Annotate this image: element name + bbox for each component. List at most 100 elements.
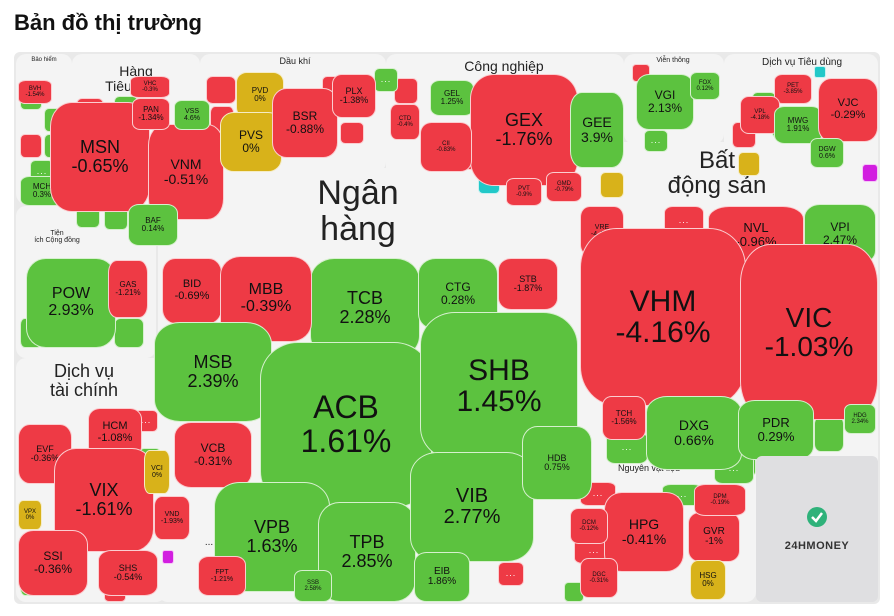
stock-tile-pow[interactable]: POW 2.93% <box>26 258 116 348</box>
ticker-label: HDG <box>853 412 867 419</box>
stock-tile-dxg[interactable]: DXG 0.66% <box>646 396 742 470</box>
change-percent: -1.08% <box>97 432 133 444</box>
stock-tile-hpg[interactable]: HPG -0.41% <box>604 492 684 572</box>
stock-tile-eib[interactable]: EIB 1.86% <box>414 552 470 602</box>
stock-tile-mbb[interactable]: MBB -0.39% <box>220 256 312 342</box>
stock-tile-vss[interactable]: VSS 4.6% <box>174 100 210 130</box>
stock-tile-mwg[interactable]: MWG 1.91% <box>774 106 822 144</box>
stock-tile-plx[interactable]: PLX -1.38% <box>332 74 376 118</box>
stock-tile-vic[interactable]: VIC -1.03% <box>740 244 878 420</box>
ticker-label: VJC <box>837 97 859 110</box>
stock-tile-fox[interactable]: FOX 0.12% <box>690 72 720 100</box>
stock-tile-cii[interactable]: CII -0.83% <box>420 122 472 172</box>
stock-tile-pvt[interactable]: PVT -0.9% <box>506 178 542 206</box>
ticker-label: BVH <box>28 85 42 92</box>
stock-tile-msb[interactable]: MSB 2.39% <box>154 322 272 422</box>
stock-tile-vcb[interactable]: VCB -0.31% <box>174 422 252 488</box>
stock-tile-ssi[interactable]: SSI -0.36% <box>18 530 88 596</box>
ticker-label: HDB <box>547 452 567 463</box>
stock-tile-pan[interactable]: PAN -1.34% <box>132 98 170 130</box>
stock-tile-pvs[interactable]: PVS 0% <box>220 112 282 172</box>
stock-tile-dgc[interactable]: DGC -0.31% <box>580 558 618 598</box>
stock-tile-baf[interactable]: BAF 0.14% <box>128 204 178 246</box>
stock-tile-ssb[interactable]: SSB 2.58% <box>294 570 332 602</box>
change-percent: -3.85% <box>783 89 803 95</box>
change-percent: -0.31% <box>589 578 609 584</box>
change-percent: 3.9% <box>581 129 613 145</box>
stock-tile-gmd[interactable]: GMD -0.79% <box>546 172 582 202</box>
change-percent: -4.18% <box>750 115 770 121</box>
stock-tile-gee[interactable]: GEE 3.9% <box>570 92 624 168</box>
stock-tile-vib[interactable]: VIB 2.77% <box>410 452 534 562</box>
stock-tile-hdg[interactable]: HDG 2.34% <box>844 404 876 434</box>
stock-tile-gas[interactable]: GAS -1.21% <box>108 260 148 318</box>
ticker-label: HSG <box>699 570 717 580</box>
stock-tile-gex[interactable]: GEX -1.76% <box>470 74 578 186</box>
stock-tile-small[interactable] <box>394 78 418 104</box>
stock-tile-small[interactable] <box>206 76 236 104</box>
more-tile[interactable]: ... <box>644 130 668 152</box>
stock-tile-pet[interactable]: PET -3.85% <box>774 74 812 104</box>
ticker-label: TCH <box>615 408 633 418</box>
stock-tile-small[interactable] <box>814 416 844 452</box>
ticker-label: DCM <box>582 519 596 526</box>
ticker-label: VHC <box>143 80 157 87</box>
stock-tile-vhc[interactable]: VHC -0.3% <box>130 76 170 98</box>
stock-tile-hdb[interactable]: HDB 0.75% <box>522 426 592 500</box>
stock-tile-vpx[interactable]: VPX 0% <box>18 500 42 530</box>
stock-tile-small[interactable] <box>114 318 144 348</box>
stock-tile-vnd[interactable]: VND -1.93% <box>154 496 190 540</box>
stock-tile-bvh[interactable]: BVH -1.54% <box>18 80 52 104</box>
stock-tile-vci[interactable]: VCI 0% <box>144 450 170 494</box>
stock-tile-tch[interactable]: TCH -1.56% <box>602 396 646 440</box>
change-percent: 0.66% <box>674 432 714 448</box>
ticker-label: CII <box>442 140 450 147</box>
stock-tile-vjc[interactable]: VJC -0.29% <box>818 78 878 142</box>
stock-tile-fpt[interactable]: FPT -1.21% <box>198 556 246 596</box>
change-percent: 2.34% <box>851 419 869 425</box>
more-tile[interactable]: ... <box>374 68 398 92</box>
ticker-label: CTG <box>445 280 471 295</box>
stock-tile-pvd[interactable]: PVD 0% <box>236 72 284 118</box>
change-percent: -0.88% <box>285 122 325 136</box>
ticker-label: GVR <box>703 525 725 537</box>
stock-tile-pdr[interactable]: PDR 0.29% <box>738 400 814 460</box>
stock-tile-floor[interactable] <box>814 66 826 78</box>
ticker-label: CTD <box>398 115 412 122</box>
stock-tile-tpb[interactable]: TPB 2.85% <box>318 502 416 602</box>
stock-tile-ctd[interactable]: CTD -0.4% <box>390 104 420 140</box>
ticker-label: FOX <box>698 79 712 86</box>
stock-tile-vhm[interactable]: VHM -4.16% <box>580 228 746 406</box>
stock-tile-ceiling[interactable] <box>862 164 878 182</box>
change-percent: 0.28% <box>440 293 476 307</box>
stock-tile-hsg[interactable]: HSG 0% <box>690 560 726 600</box>
stock-tile-vgi[interactable]: VGI 2.13% <box>636 74 694 130</box>
ticker-label: NVL <box>743 220 769 236</box>
stock-tile-bsr[interactable]: BSR -0.88% <box>272 88 338 158</box>
stock-tile-small[interactable] <box>600 172 624 198</box>
ticker-label: PVT <box>518 185 530 192</box>
change-percent: 4.6% <box>184 115 200 122</box>
stock-tile-gvr[interactable]: GVR -1% <box>688 512 740 562</box>
ticker-label: VPB <box>253 517 291 538</box>
change-percent: 0% <box>151 472 163 479</box>
stock-tile-bid[interactable]: BID -0.69% <box>162 258 222 324</box>
stock-tile-shs[interactable]: SHS -0.54% <box>98 550 158 596</box>
change-percent: -0.54% <box>113 572 143 582</box>
stock-tile-stb[interactable]: STB -1.87% <box>498 258 558 310</box>
change-percent: 0% <box>25 515 35 521</box>
stock-tile-vpl[interactable]: VPL -4.18% <box>740 96 780 134</box>
stock-tile-gel[interactable]: GEL 1.25% <box>430 80 474 116</box>
stock-tile-small[interactable] <box>738 152 760 176</box>
group-label-cong-nghiep: Công nghiệp <box>464 58 544 74</box>
stock-tile-dpm[interactable]: DPM -0.19% <box>694 484 746 516</box>
stock-tile-dcm[interactable]: DCM -0.12% <box>570 508 608 544</box>
stock-tile-ceiling[interactable] <box>162 550 174 564</box>
stock-tile-small[interactable] <box>20 134 42 158</box>
ticker-label: DGW <box>818 145 836 153</box>
stock-tile-small[interactable] <box>340 122 364 144</box>
stock-tile-dgw[interactable]: DGW 0.6% <box>810 138 844 168</box>
more-tile[interactable]: ... <box>498 562 524 586</box>
stock-tile-acb[interactable]: ACB 1.61% <box>260 342 432 508</box>
ticker-label: VNM <box>170 156 202 173</box>
